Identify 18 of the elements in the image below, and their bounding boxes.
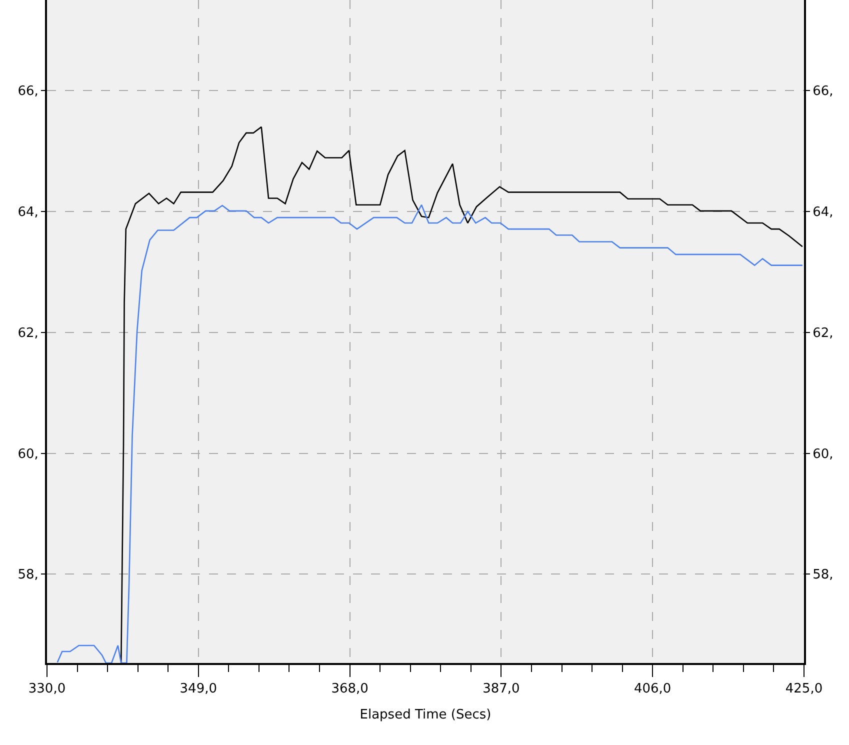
- x-axis-title: Elapsed Time (Secs): [360, 708, 492, 723]
- x-tick-label: 406,0: [634, 682, 672, 697]
- y2-tick-label: 58,: [812, 568, 834, 583]
- y-tick-label: 62,: [18, 326, 38, 341]
- line-series: [56, 204, 804, 663]
- y-tick-label: 58,: [18, 568, 38, 583]
- y2-tick-label: 66,: [812, 84, 834, 100]
- x-tick-label: 349,0: [180, 682, 218, 697]
- x-tick-label: 330,0: [28, 682, 66, 697]
- y-tick-label: 64,: [18, 205, 38, 220]
- y-tick-label: 66,: [18, 84, 38, 100]
- y2-tick-label: 60,: [812, 446, 834, 462]
- y-tick-label: 60,: [18, 446, 38, 462]
- x-tick-label: 368,0: [331, 682, 368, 697]
- x-tick-label: 387,0: [482, 682, 520, 697]
- y2-tick-label: 64,: [812, 205, 834, 220]
- y2-tick-label: 62,: [812, 326, 834, 341]
- x-tick-label: 425,0: [785, 682, 823, 697]
